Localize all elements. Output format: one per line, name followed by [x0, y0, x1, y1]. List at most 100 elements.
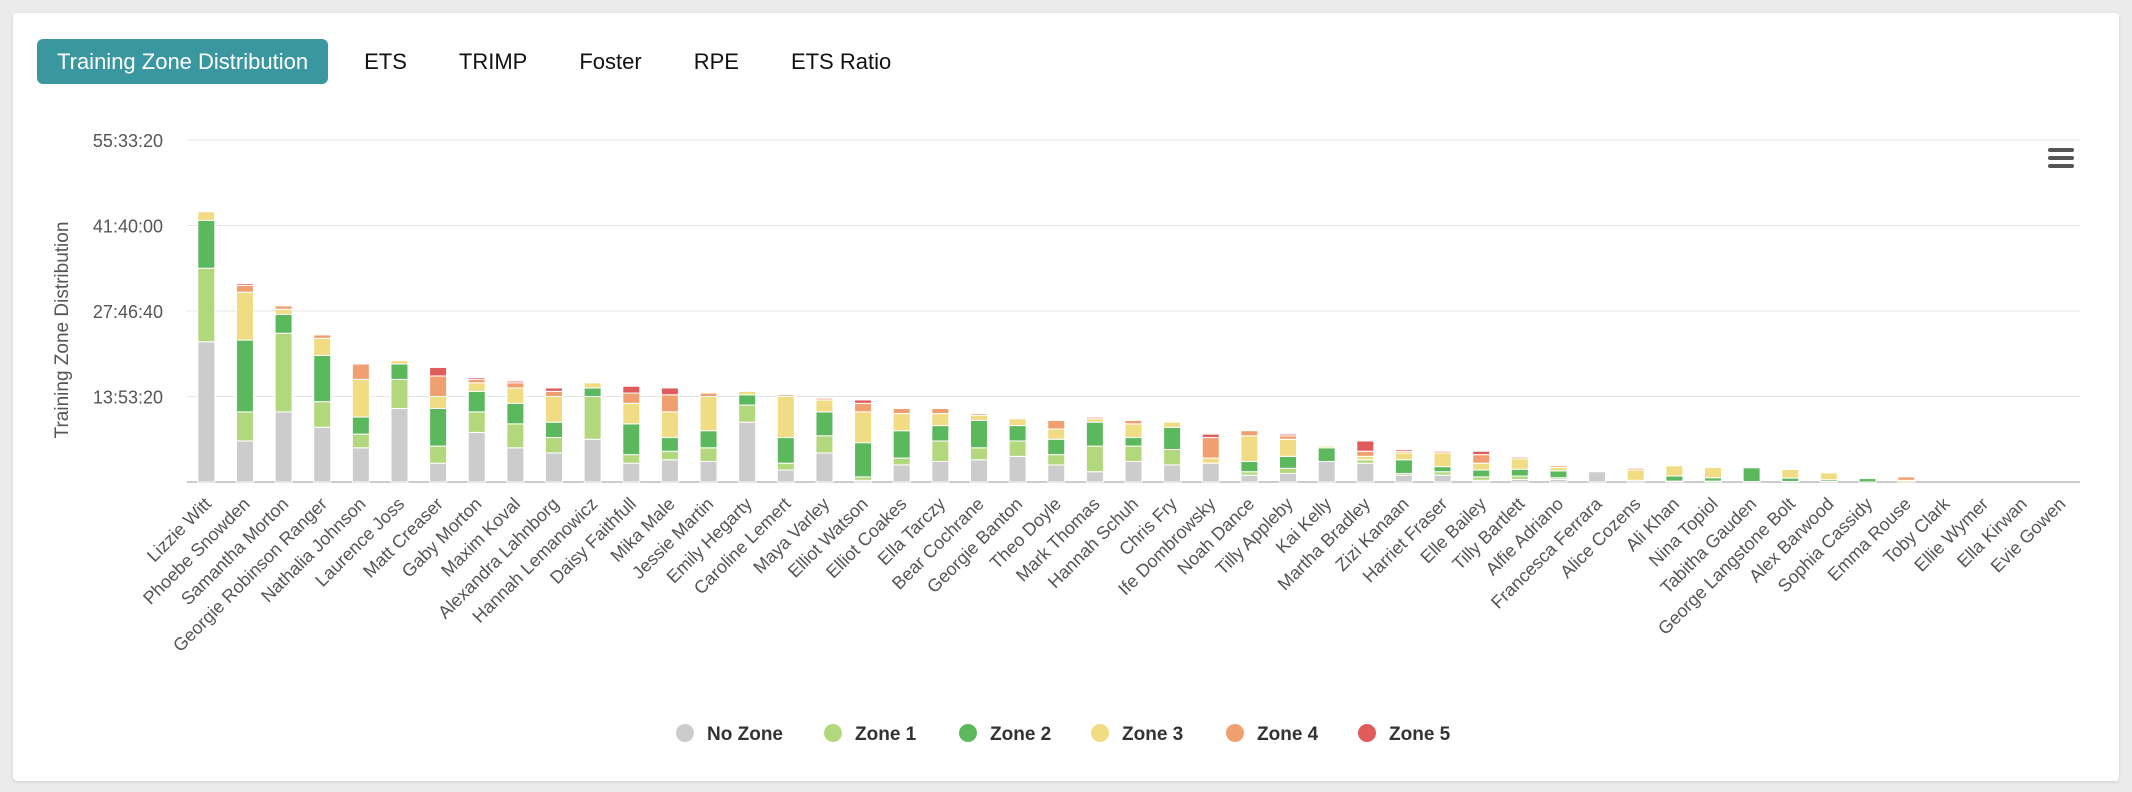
bar-stack [1163, 421, 1182, 483]
bar-stack [545, 387, 564, 483]
bar-zone-2 [699, 430, 718, 449]
legend-marker [824, 724, 842, 742]
bar-zone-3 [1394, 452, 1413, 461]
bar-zone-5 [429, 366, 448, 377]
bar-zone-4 [892, 407, 911, 415]
tab-foster[interactable]: Foster [579, 48, 642, 74]
bar-no-zone [1317, 460, 1336, 483]
bar-zone-4 [351, 363, 370, 380]
bar-zone-2 [1781, 477, 1800, 482]
tab-trimp[interactable]: TRIMP [458, 48, 528, 74]
tab-rpe[interactable]: RPE [693, 48, 739, 74]
bar-stack [1781, 469, 1800, 483]
bar-stack [1433, 450, 1452, 483]
bar-no-zone [1085, 471, 1104, 483]
bar-zone-1 [1240, 471, 1259, 476]
bar-stack [1549, 465, 1568, 483]
chart-tabs: Training Zone Distribution ETS TRIMP Fos… [37, 39, 925, 84]
bar-stack [1394, 449, 1413, 483]
bar-zone-4 [1047, 419, 1066, 430]
y-tick-label: 55:33:20 [93, 131, 163, 151]
bar-zone-1 [969, 447, 988, 461]
bar-zone-2 [1317, 447, 1336, 462]
bar-zone-2 [313, 354, 332, 403]
bar-zone-2 [1163, 426, 1182, 451]
bar-zone-2 [506, 402, 525, 425]
bar-no-zone [467, 431, 486, 483]
bar-zone-2 [1240, 460, 1259, 473]
bar-stack [1858, 478, 1877, 483]
bar-stack [892, 407, 911, 483]
bar-zone-2 [1665, 475, 1684, 482]
bar-zone-4 [660, 394, 679, 413]
bar-zone-2 [1124, 437, 1143, 447]
bar-zone-3 [1356, 455, 1375, 461]
bar-zone-1 [622, 454, 641, 464]
tab-ets-ratio[interactable]: ETS Ratio [790, 48, 892, 74]
bar-no-zone [429, 462, 448, 483]
bar-zone-4 [1085, 416, 1104, 420]
bar-zone-2 [1008, 425, 1027, 442]
bar-zone-1 [854, 476, 873, 481]
bar-zone-2 [660, 437, 679, 452]
bar-zone-3 [1703, 466, 1722, 479]
bar-zone-1 [197, 267, 216, 343]
bar-no-zone [1201, 462, 1220, 483]
bar-zone-1 [931, 440, 950, 462]
bar-no-zone [351, 447, 370, 483]
bar-stack [1047, 419, 1066, 483]
bar-no-zone [660, 459, 679, 483]
bar-stack [931, 407, 950, 483]
legend-label: Zone 4 [1257, 724, 1319, 745]
bar-no-zone [390, 407, 409, 483]
bar-stack [1201, 433, 1220, 483]
bar-stack [1742, 467, 1761, 483]
bar-zone-4 [815, 397, 834, 401]
bar-stack [1626, 467, 1645, 483]
bar-stack [583, 382, 602, 483]
bar-zone-1 [583, 396, 602, 440]
tab-ets[interactable]: ETS [364, 48, 407, 74]
legend-label: Zone 1 [855, 724, 917, 745]
bar-zone-1 [1085, 445, 1104, 473]
bar-zone-2 [429, 407, 448, 447]
bar-stack [1279, 433, 1298, 483]
legend-marker [676, 724, 694, 742]
bar-zone-2 [583, 387, 602, 398]
hamburger-menu-icon[interactable] [2048, 148, 2074, 168]
bar-zone-4 [699, 392, 718, 397]
bar-zone-1 [1510, 475, 1529, 480]
bar-no-zone [313, 426, 332, 483]
bar-stack [1472, 450, 1491, 483]
bar-zone-1 [1356, 459, 1375, 464]
bar-zone-3 [545, 396, 564, 423]
y-tick-label: 13:53:20 [93, 388, 163, 408]
bar-zone-2 [197, 219, 216, 269]
bar-stack [429, 366, 448, 483]
bar-no-zone [1394, 474, 1413, 483]
bar-zone-1 [351, 433, 370, 449]
tab-training-zone-distribution[interactable]: Training Zone Distribution [37, 39, 329, 84]
bar-zone-3 [776, 396, 795, 439]
bar-zone-3 [313, 337, 332, 356]
bar-zone-1 [390, 378, 409, 409]
bar-zone-3 [506, 387, 525, 404]
bar-zone-3 [699, 396, 718, 432]
bar-zone-2 [1433, 466, 1452, 473]
legend-marker [1226, 724, 1244, 742]
bar-zone-4 [776, 394, 795, 398]
bar-zone-3 [1163, 421, 1182, 428]
bar-zone-3 [197, 211, 216, 221]
bar-zone-3 [969, 414, 988, 421]
bar-stack [274, 305, 293, 483]
bar-zone-4 [429, 375, 448, 398]
bar-no-zone [1433, 474, 1452, 483]
bar-zone-4 [969, 413, 988, 416]
bar-zone-3 [1665, 465, 1684, 477]
bar-zone-2 [351, 416, 370, 435]
bar-stack [351, 363, 370, 483]
bar-stack [660, 387, 679, 483]
bar-zone-1 [506, 423, 525, 449]
bar-no-zone [892, 464, 911, 483]
y-axis-ticks: 55:33:20 41:40:00 27:46:40 13:53:20 [93, 131, 163, 408]
